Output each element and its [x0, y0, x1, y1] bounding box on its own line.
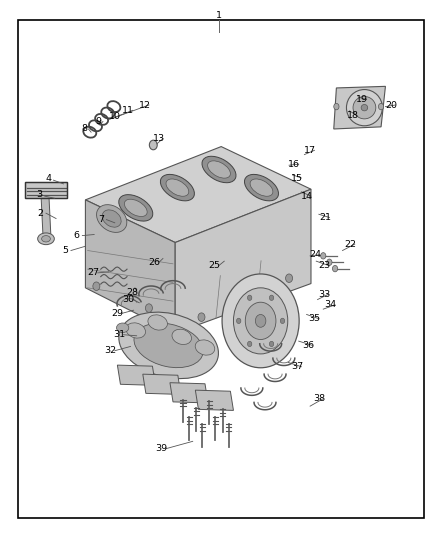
Text: 4: 4 — [45, 174, 51, 183]
Circle shape — [233, 288, 288, 354]
Text: 16: 16 — [288, 160, 300, 168]
Ellipse shape — [172, 329, 191, 344]
Circle shape — [255, 314, 266, 327]
Text: 36: 36 — [302, 341, 314, 350]
Text: 15: 15 — [291, 174, 303, 182]
Circle shape — [286, 274, 293, 282]
Polygon shape — [334, 86, 385, 129]
Circle shape — [280, 318, 285, 324]
Ellipse shape — [102, 210, 121, 227]
Text: 10: 10 — [109, 112, 121, 120]
Ellipse shape — [353, 96, 376, 119]
Text: 6: 6 — [74, 231, 80, 240]
Circle shape — [245, 302, 276, 340]
Text: 27: 27 — [87, 269, 99, 277]
Text: 3: 3 — [36, 190, 42, 199]
Text: 39: 39 — [155, 445, 167, 453]
Text: 26: 26 — [148, 258, 161, 266]
Ellipse shape — [117, 323, 129, 333]
Text: 11: 11 — [122, 106, 134, 115]
Ellipse shape — [119, 312, 219, 378]
Ellipse shape — [166, 179, 189, 196]
Text: 13: 13 — [152, 134, 165, 143]
Circle shape — [327, 259, 332, 265]
Text: 23: 23 — [318, 261, 330, 270]
Ellipse shape — [160, 174, 194, 201]
Polygon shape — [41, 198, 51, 235]
Ellipse shape — [202, 156, 236, 183]
Ellipse shape — [119, 195, 153, 221]
Circle shape — [321, 253, 326, 259]
Ellipse shape — [244, 174, 279, 201]
Ellipse shape — [148, 315, 167, 330]
Circle shape — [334, 103, 339, 110]
Text: 1: 1 — [216, 12, 222, 20]
Text: 19: 19 — [356, 95, 368, 104]
Ellipse shape — [195, 340, 215, 355]
Circle shape — [332, 265, 338, 272]
Text: 17: 17 — [304, 146, 316, 155]
Polygon shape — [85, 200, 175, 333]
Ellipse shape — [96, 205, 127, 232]
Text: 14: 14 — [300, 192, 313, 200]
Text: 34: 34 — [325, 301, 337, 309]
Text: 37: 37 — [291, 362, 303, 371]
Text: 2: 2 — [38, 209, 44, 217]
Ellipse shape — [149, 140, 157, 150]
Text: 32: 32 — [104, 346, 117, 355]
Text: 35: 35 — [308, 314, 321, 323]
Text: 12: 12 — [138, 101, 151, 109]
Circle shape — [145, 304, 152, 312]
Ellipse shape — [250, 179, 273, 196]
Circle shape — [269, 341, 274, 346]
Text: 9: 9 — [95, 117, 102, 126]
Ellipse shape — [208, 161, 230, 178]
Text: 28: 28 — [127, 288, 139, 296]
Circle shape — [269, 295, 274, 301]
Text: 8: 8 — [81, 125, 87, 133]
Text: 24: 24 — [309, 251, 321, 259]
Ellipse shape — [346, 90, 382, 126]
Ellipse shape — [42, 236, 50, 242]
Circle shape — [247, 295, 252, 301]
Polygon shape — [195, 390, 233, 410]
Ellipse shape — [126, 323, 145, 338]
Ellipse shape — [134, 323, 203, 368]
Text: 18: 18 — [346, 111, 359, 120]
Text: 30: 30 — [122, 295, 134, 304]
Text: 29: 29 — [111, 309, 124, 318]
Circle shape — [237, 318, 241, 324]
Polygon shape — [85, 147, 311, 243]
Circle shape — [222, 274, 299, 368]
Text: 5: 5 — [62, 246, 68, 255]
Bar — [25, 182, 67, 198]
Text: 38: 38 — [313, 394, 325, 403]
Text: 31: 31 — [113, 330, 125, 339]
Polygon shape — [117, 365, 155, 385]
Text: 21: 21 — [319, 213, 331, 222]
Circle shape — [251, 294, 258, 303]
Polygon shape — [170, 383, 208, 403]
Circle shape — [247, 341, 252, 346]
Text: 7: 7 — [98, 215, 104, 224]
Polygon shape — [175, 189, 311, 333]
Text: 20: 20 — [385, 101, 397, 109]
Ellipse shape — [361, 104, 368, 111]
Text: 25: 25 — [208, 261, 221, 270]
Text: 22: 22 — [344, 240, 357, 248]
Ellipse shape — [124, 199, 147, 216]
Circle shape — [378, 103, 384, 110]
Circle shape — [93, 282, 100, 290]
Text: 33: 33 — [318, 290, 330, 298]
Polygon shape — [143, 374, 181, 394]
Ellipse shape — [38, 233, 54, 245]
Circle shape — [198, 313, 205, 321]
Bar — [25, 182, 67, 198]
